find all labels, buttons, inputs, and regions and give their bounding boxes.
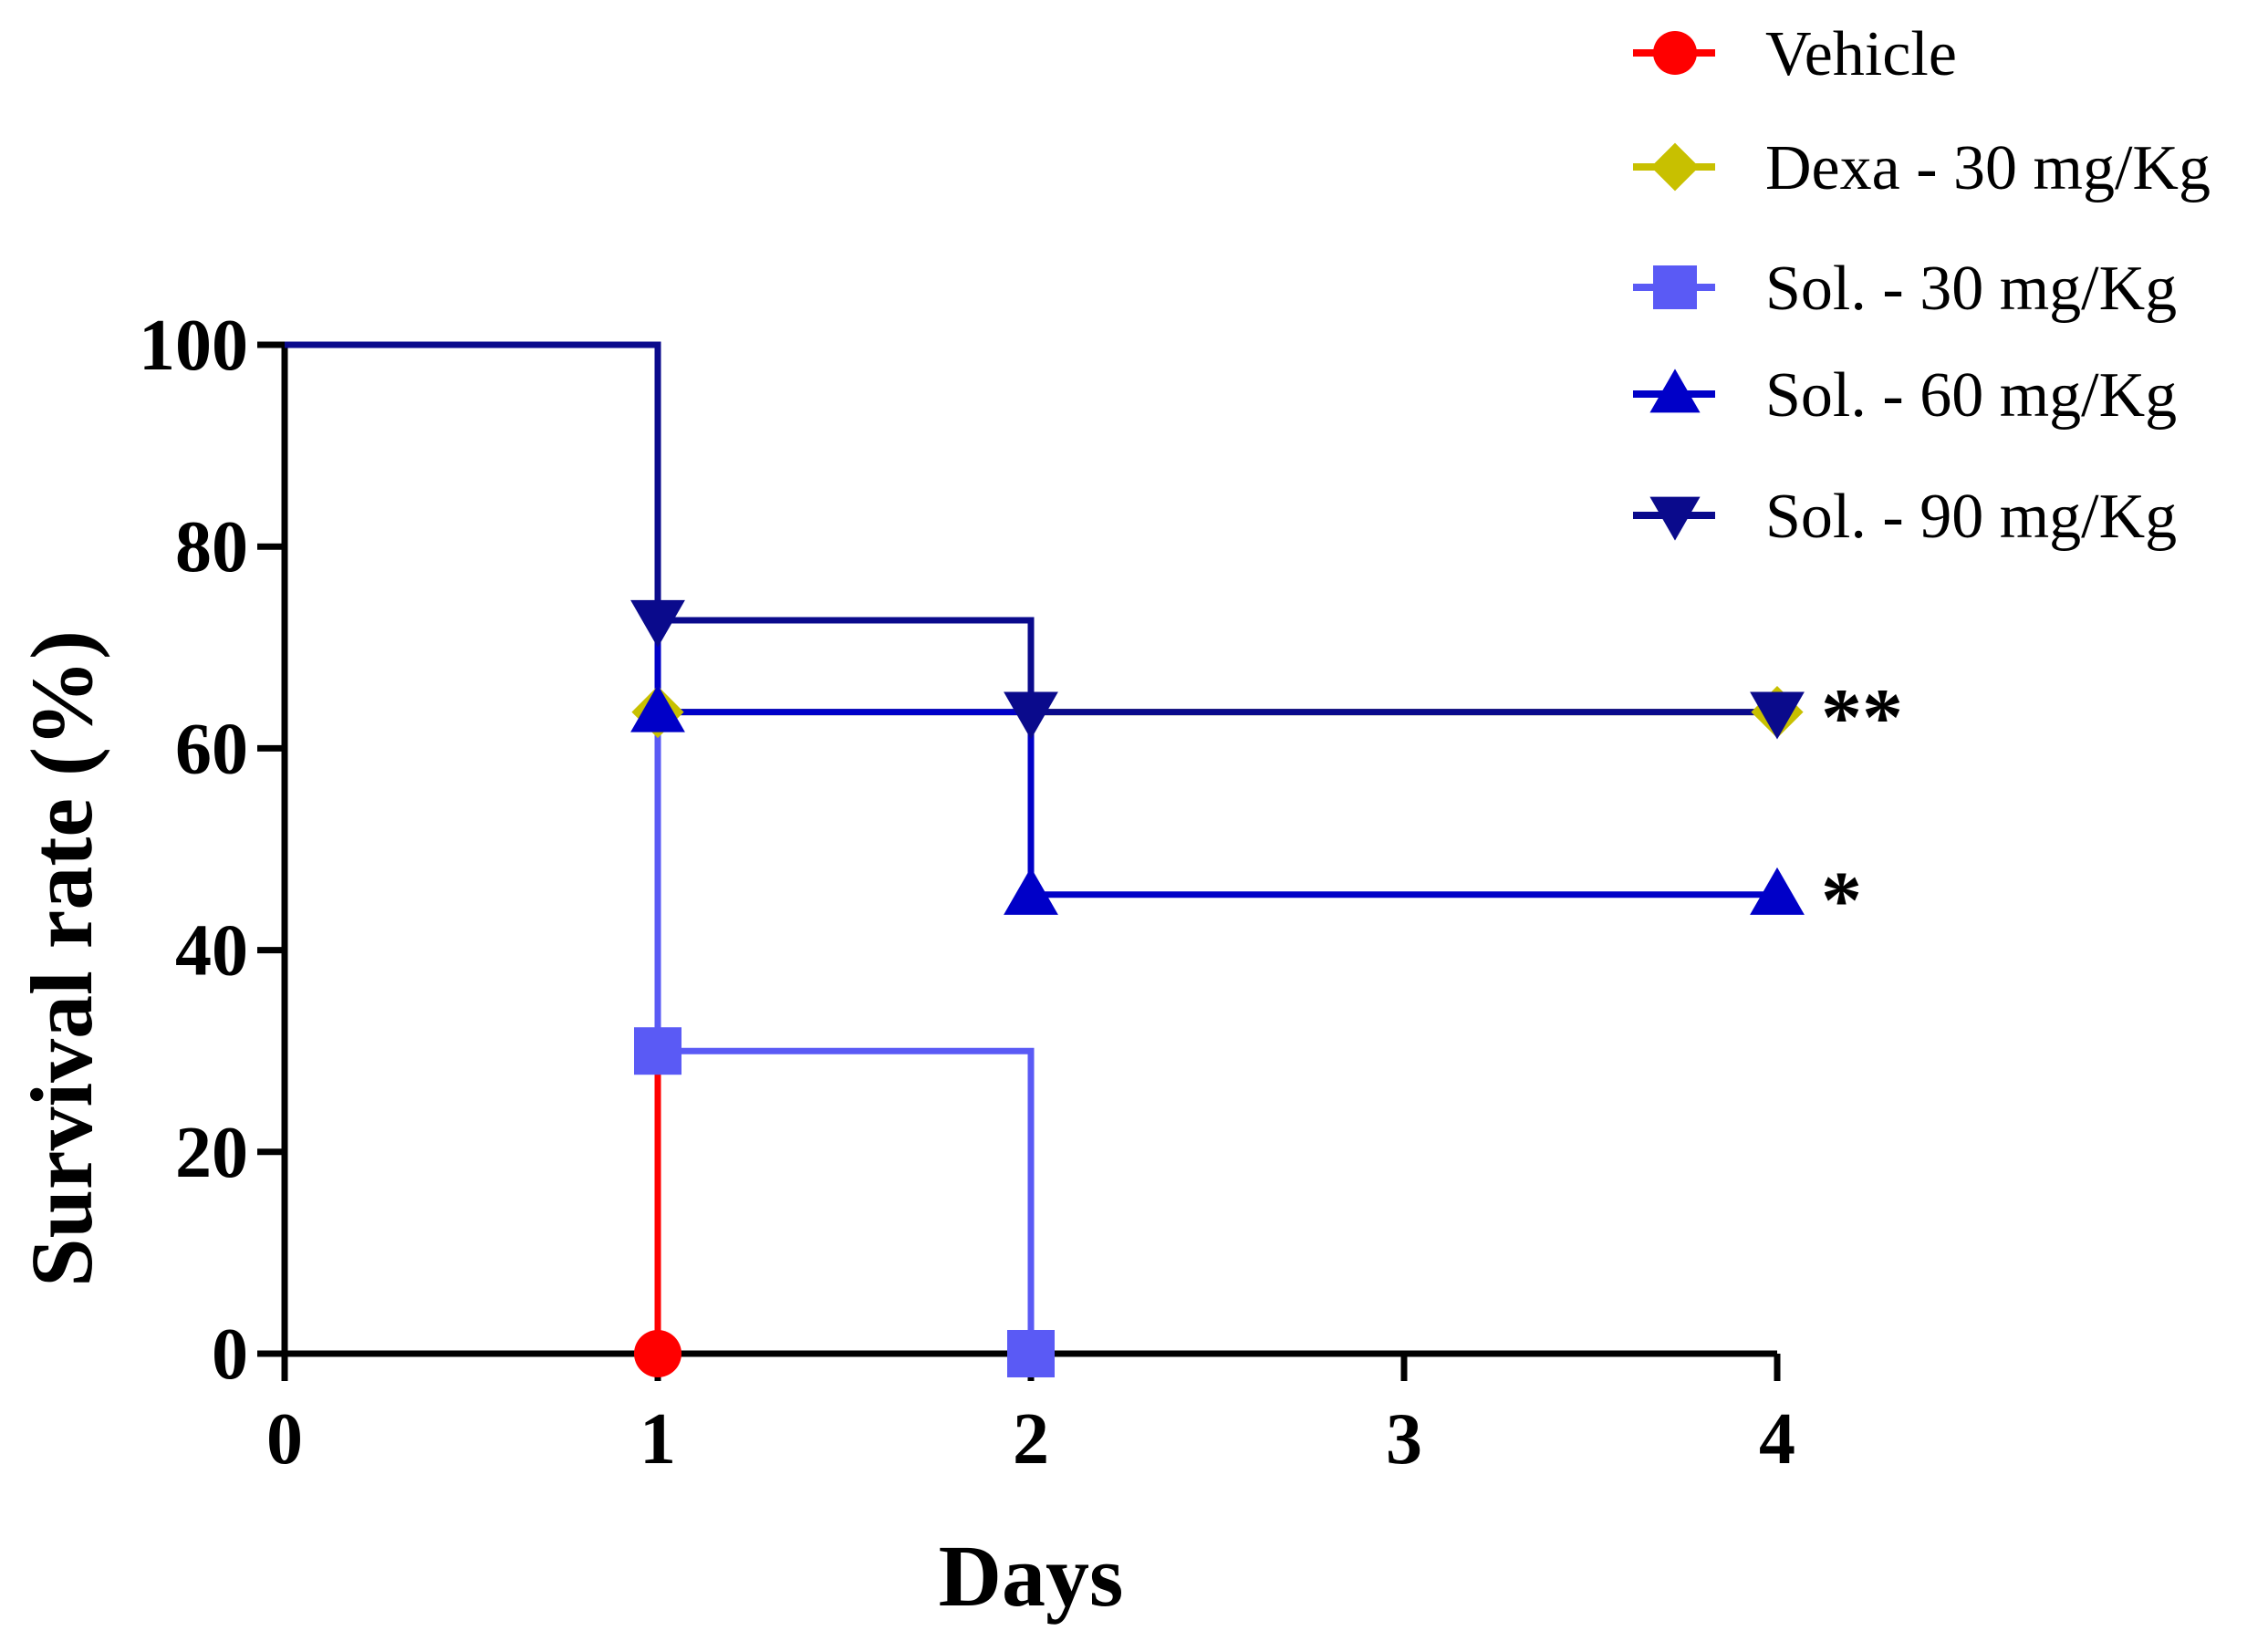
legend-label-2: Dexa - 30 mg/Kg (1765, 133, 2211, 203)
legend-label-4: Sol. - 60 mg/Kg (1765, 360, 2177, 431)
annotations-layer: *** (1821, 673, 1903, 946)
y-tick-label: 60 (175, 709, 248, 789)
data-point-series-5 (1750, 691, 1805, 740)
y-tick-label: 40 (175, 911, 248, 992)
series-lines-layer (285, 341, 1777, 1354)
y-tick-label: 0 (212, 1314, 248, 1395)
data-point-series-3 (634, 1027, 681, 1075)
legend-label-5: Sol. - 90 mg/Kg (1765, 482, 2177, 552)
axes-layer: 0 20 40 60 80 100 0 1 2 3 4 Days Survival rate (%) (13, 306, 1795, 1625)
data-point-series-5 (630, 599, 685, 648)
legend-label-3: Sol. - 30 mg/Kg (1765, 254, 2177, 324)
series-line-1 (285, 341, 661, 1354)
significance-annotation: ** (1821, 673, 1903, 763)
series-line-5 (285, 341, 1777, 716)
data-point-series-5 (1004, 691, 1058, 740)
x-tick-label: 3 (1386, 1399, 1422, 1480)
x-tick-label: 2 (1013, 1399, 1049, 1480)
data-point-series-3 (1007, 1330, 1055, 1377)
data-point-series-1 (634, 1330, 681, 1377)
x-tick-label: 1 (640, 1399, 676, 1480)
x-axis-title: Days (939, 1527, 1124, 1625)
legend-marker-3 (1653, 265, 1697, 309)
legend: Vehicle Dexa - 30 mg/Kg Sol. - 30 mg/Kg Sol… (1633, 19, 2211, 552)
legend-marker-5 (1649, 496, 1701, 541)
data-point-series-4 (630, 684, 685, 732)
data-point-series-4 (1004, 867, 1058, 915)
legend-marker-4 (1649, 369, 1701, 413)
x-tick-label: 0 (266, 1399, 303, 1480)
legend-marker-2 (1650, 142, 1700, 192)
legend-marker-1 (1653, 31, 1697, 75)
y-tick-label: 20 (175, 1113, 248, 1193)
y-tick-label: 100 (139, 306, 248, 386)
y-tick-label: 80 (175, 507, 248, 587)
x-tick-label: 4 (1759, 1399, 1795, 1480)
significance-annotation: * (1821, 856, 1862, 946)
y-axis-title: Survival rate (%) (13, 630, 110, 1287)
data-point-series-4 (1750, 867, 1805, 915)
series-markers-layer (630, 599, 1805, 1377)
legend-label-1: Vehicle (1765, 19, 1957, 89)
